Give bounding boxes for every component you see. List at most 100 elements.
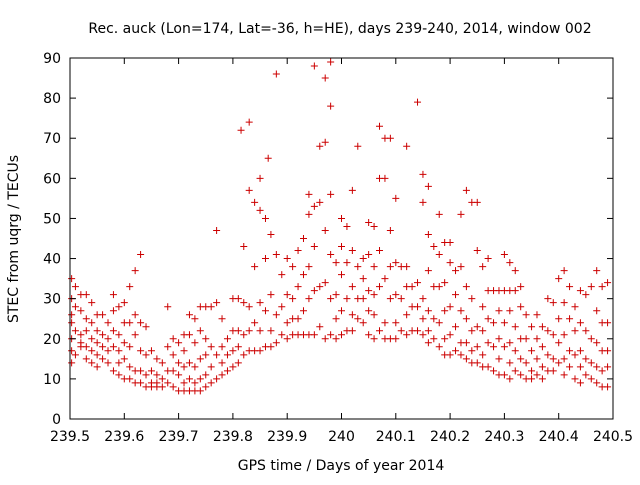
data-point <box>576 363 584 371</box>
data-point <box>332 291 340 299</box>
data-point <box>77 331 85 339</box>
data-point <box>71 351 79 359</box>
data-point <box>397 327 405 335</box>
data-point <box>549 367 557 375</box>
data-point <box>533 371 541 379</box>
data-point <box>137 367 145 375</box>
data-point <box>343 259 351 267</box>
data-point <box>500 251 508 259</box>
data-point <box>571 327 579 335</box>
data-point <box>82 315 90 323</box>
data-point <box>240 331 248 339</box>
data-point <box>576 347 584 355</box>
data-point <box>109 327 117 335</box>
data-point <box>560 267 568 275</box>
data-point <box>473 247 481 255</box>
data-point <box>370 222 378 230</box>
data-point <box>392 194 400 202</box>
data-point <box>403 311 411 319</box>
data-point <box>538 343 546 351</box>
data-point <box>213 375 221 383</box>
data-point <box>99 331 107 339</box>
data-point <box>517 355 525 363</box>
data-point <box>435 319 443 327</box>
data-point <box>348 327 356 335</box>
data-point <box>511 347 519 355</box>
data-point <box>104 319 112 327</box>
data-point <box>185 331 193 339</box>
chart-title: Rec. auck (Lon=174, Lat=-36, h=HE), days… <box>88 21 591 37</box>
data-point <box>506 375 514 383</box>
data-point <box>370 263 378 271</box>
data-point <box>441 279 449 287</box>
data-point <box>191 315 199 323</box>
data-point <box>566 315 574 323</box>
data-point <box>338 271 345 279</box>
data-point <box>593 307 601 315</box>
data-point <box>142 323 150 331</box>
data-point <box>549 331 557 339</box>
data-point <box>424 307 432 315</box>
data-point <box>191 363 199 371</box>
data-point <box>338 331 345 339</box>
data-point <box>490 367 498 375</box>
y-tick-label: 80 <box>43 91 61 107</box>
data-point <box>82 343 90 351</box>
data-point <box>560 355 568 363</box>
data-point <box>109 291 117 299</box>
data-point <box>169 351 177 359</box>
data-point <box>479 351 487 359</box>
data-point <box>88 359 96 367</box>
data-point <box>365 307 373 315</box>
data-point <box>185 375 193 383</box>
data-point <box>164 379 172 387</box>
data-point <box>582 371 590 379</box>
data-point <box>68 319 76 327</box>
data-point <box>305 210 313 218</box>
data-point <box>506 359 514 367</box>
data-point <box>370 335 378 343</box>
data-point <box>207 363 215 371</box>
data-point <box>376 122 384 130</box>
data-point <box>593 379 601 387</box>
data-point <box>484 255 492 263</box>
data-point <box>115 331 123 339</box>
data-point <box>223 367 231 375</box>
data-point <box>109 367 117 375</box>
data-point <box>332 315 340 323</box>
data-point <box>446 351 454 359</box>
data-point <box>538 323 546 331</box>
data-point <box>338 243 345 251</box>
data-point <box>175 359 183 367</box>
data-point <box>441 307 449 315</box>
data-point <box>71 283 79 291</box>
data-point <box>316 323 324 331</box>
data-point <box>473 343 481 351</box>
data-point <box>278 331 286 339</box>
data-point <box>538 375 546 383</box>
data-point <box>245 186 253 194</box>
data-point <box>604 347 612 355</box>
data-point <box>386 134 394 142</box>
data-point <box>359 295 367 303</box>
y-tick-label: 60 <box>43 171 61 187</box>
data-point <box>446 239 454 247</box>
data-point <box>376 247 384 255</box>
data-point <box>153 355 161 363</box>
data-point <box>310 202 318 210</box>
data-point <box>555 359 563 367</box>
data-point <box>115 359 123 367</box>
data-point <box>598 367 606 375</box>
data-point <box>604 383 612 391</box>
data-point <box>424 327 432 335</box>
x-tick-label: 240.4 <box>539 429 579 445</box>
data-point <box>283 319 291 327</box>
data-point <box>283 291 291 299</box>
data-point <box>338 214 345 222</box>
data-point <box>338 307 345 315</box>
x-tick-label: 240 <box>328 429 355 445</box>
data-point <box>446 259 454 267</box>
data-point <box>71 327 79 335</box>
data-point <box>511 323 519 331</box>
data-point <box>68 359 76 367</box>
